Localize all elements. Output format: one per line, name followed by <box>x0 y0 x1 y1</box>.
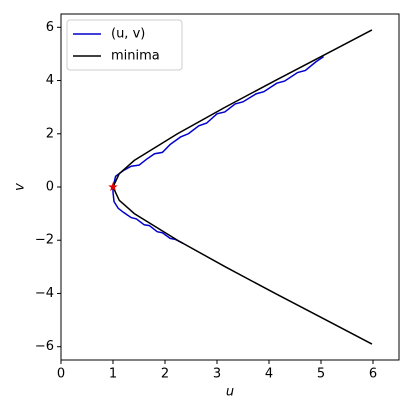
x-tick-label: 1 <box>109 367 117 382</box>
series-line <box>112 29 373 345</box>
legend: (u, v) minima <box>66 19 183 71</box>
y-tick-label: 4 <box>46 73 54 88</box>
x-tick-label: 2 <box>161 367 169 382</box>
legend-box <box>66 19 183 71</box>
y-tick-label: −2 <box>35 233 54 248</box>
x-axis-label: u <box>226 385 234 400</box>
x-tick-label: 4 <box>265 367 273 382</box>
x-tick-label: 3 <box>213 367 221 382</box>
x-tick-label: 6 <box>369 367 377 382</box>
x-tick-label: 5 <box>317 367 325 382</box>
y-tick-label: −4 <box>35 286 54 301</box>
start-marker <box>108 182 118 192</box>
y-axis-label: v <box>13 183 28 191</box>
y-tick-label: −6 <box>35 339 54 354</box>
legend-label: minima <box>111 49 160 64</box>
legend-label: (u, v) <box>111 27 145 42</box>
y-tick-label: 0 <box>46 180 54 195</box>
x-tick-label: 0 <box>57 367 65 382</box>
y-tick-label: 2 <box>46 126 54 141</box>
y-tick-label: 6 <box>46 20 54 35</box>
series-line <box>112 55 325 245</box>
plot-frame <box>60 13 400 361</box>
